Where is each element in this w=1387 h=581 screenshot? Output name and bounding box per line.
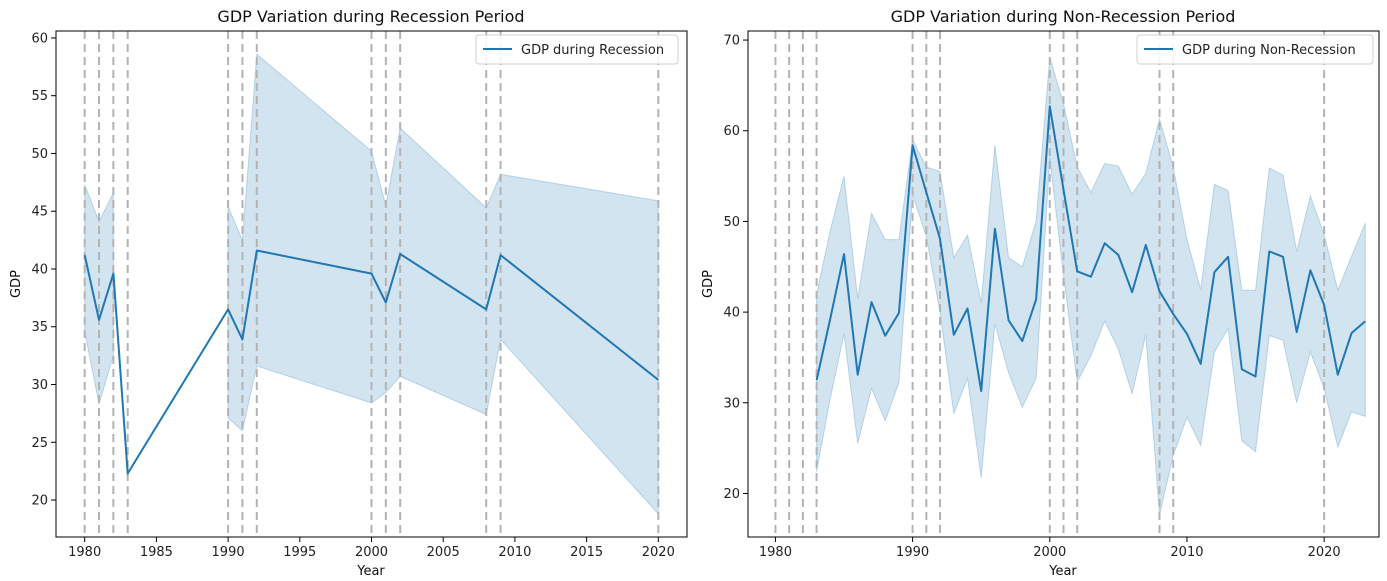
non-recession-y-axis-label: GDP [701, 270, 716, 298]
non-recession-x-tick-label: 2020 [1308, 545, 1341, 560]
non-recession-series-line [815, 105, 1366, 392]
recession-x-tick-label: 1980 [68, 545, 101, 560]
recession-y-tick-label: 40 [31, 262, 48, 277]
recession-y-tick-label: 55 [31, 89, 48, 104]
recession-legend-label: GDP during Recession [521, 43, 664, 58]
recession-x-tick-label: 2000 [355, 545, 388, 560]
recession-series-line [83, 249, 659, 475]
recession-y-tick-label: 35 [31, 320, 48, 335]
recession-y-tick-label: 25 [31, 436, 48, 451]
non-recession-legend-box [1136, 34, 1374, 65]
recession-chart-title: GDP Variation during Recession Period [217, 7, 524, 26]
non-recession-legend-label: GDP during Non-Recession [1182, 43, 1356, 58]
recession-chart: GDP Variation during Recession Period 19… [9, 7, 688, 579]
recession-legend: GDP during Recession [475, 34, 679, 65]
recession-y-tick-label: 60 [31, 31, 48, 46]
recession-y-tick-label: 30 [31, 378, 48, 393]
non-recession-y-tick-label: 30 [723, 396, 740, 411]
non-recession-y-tick-label: 60 [723, 124, 740, 139]
recession-x-tick-label: 1990 [212, 545, 245, 560]
recession-x-axis-label: Year [356, 564, 385, 579]
non-recession-y-tick-label: 50 [723, 215, 740, 230]
non-recession-y-tick-label: 40 [723, 306, 740, 321]
non-recession-x-tick-label: 1980 [759, 545, 792, 560]
non-recession-chart: GDP Variation during Non-Recession Perio… [701, 7, 1380, 579]
recession-plot-area: 1980 1985 1990 1995 2000 2005 2010 2015 20202025… [31, 30, 688, 560]
recession-y-tick-label: 45 [31, 205, 48, 220]
recession-y-tick-label: 50 [31, 147, 48, 162]
non-recession-legend: GDP during Non-Recession [1136, 34, 1374, 65]
recession-x-tick-label: 2015 [570, 545, 603, 560]
recession-x-tick-label: 1995 [283, 545, 316, 560]
non-recession-x-tick-label: 2010 [1170, 545, 1203, 560]
non-recession-y-tick-label: 20 [723, 487, 740, 502]
recession-legend-box [475, 34, 679, 65]
recession-x-tick-label: 2020 [642, 545, 675, 560]
non-recession-y-tick-label: 70 [723, 34, 740, 49]
recession-x-tick-label: 2005 [427, 545, 460, 560]
recession-y-axis-label: GDP [9, 270, 24, 298]
recession-y-tick-label: 20 [31, 494, 48, 509]
non-recession-x-axis-label: Year [1048, 564, 1077, 579]
recession-x-tick-label: 1985 [140, 545, 173, 560]
non-recession-x-tick-label: 1990 [896, 545, 929, 560]
non-recession-x-tick-label: 2000 [1033, 545, 1066, 560]
non-recession-axes-frame [747, 30, 1380, 538]
recession-x-tick-label: 2010 [498, 545, 531, 560]
non-recession-chart-title: GDP Variation during Non-Recession Perio… [891, 7, 1236, 26]
non-recession-confidence-band [816, 57, 1366, 516]
